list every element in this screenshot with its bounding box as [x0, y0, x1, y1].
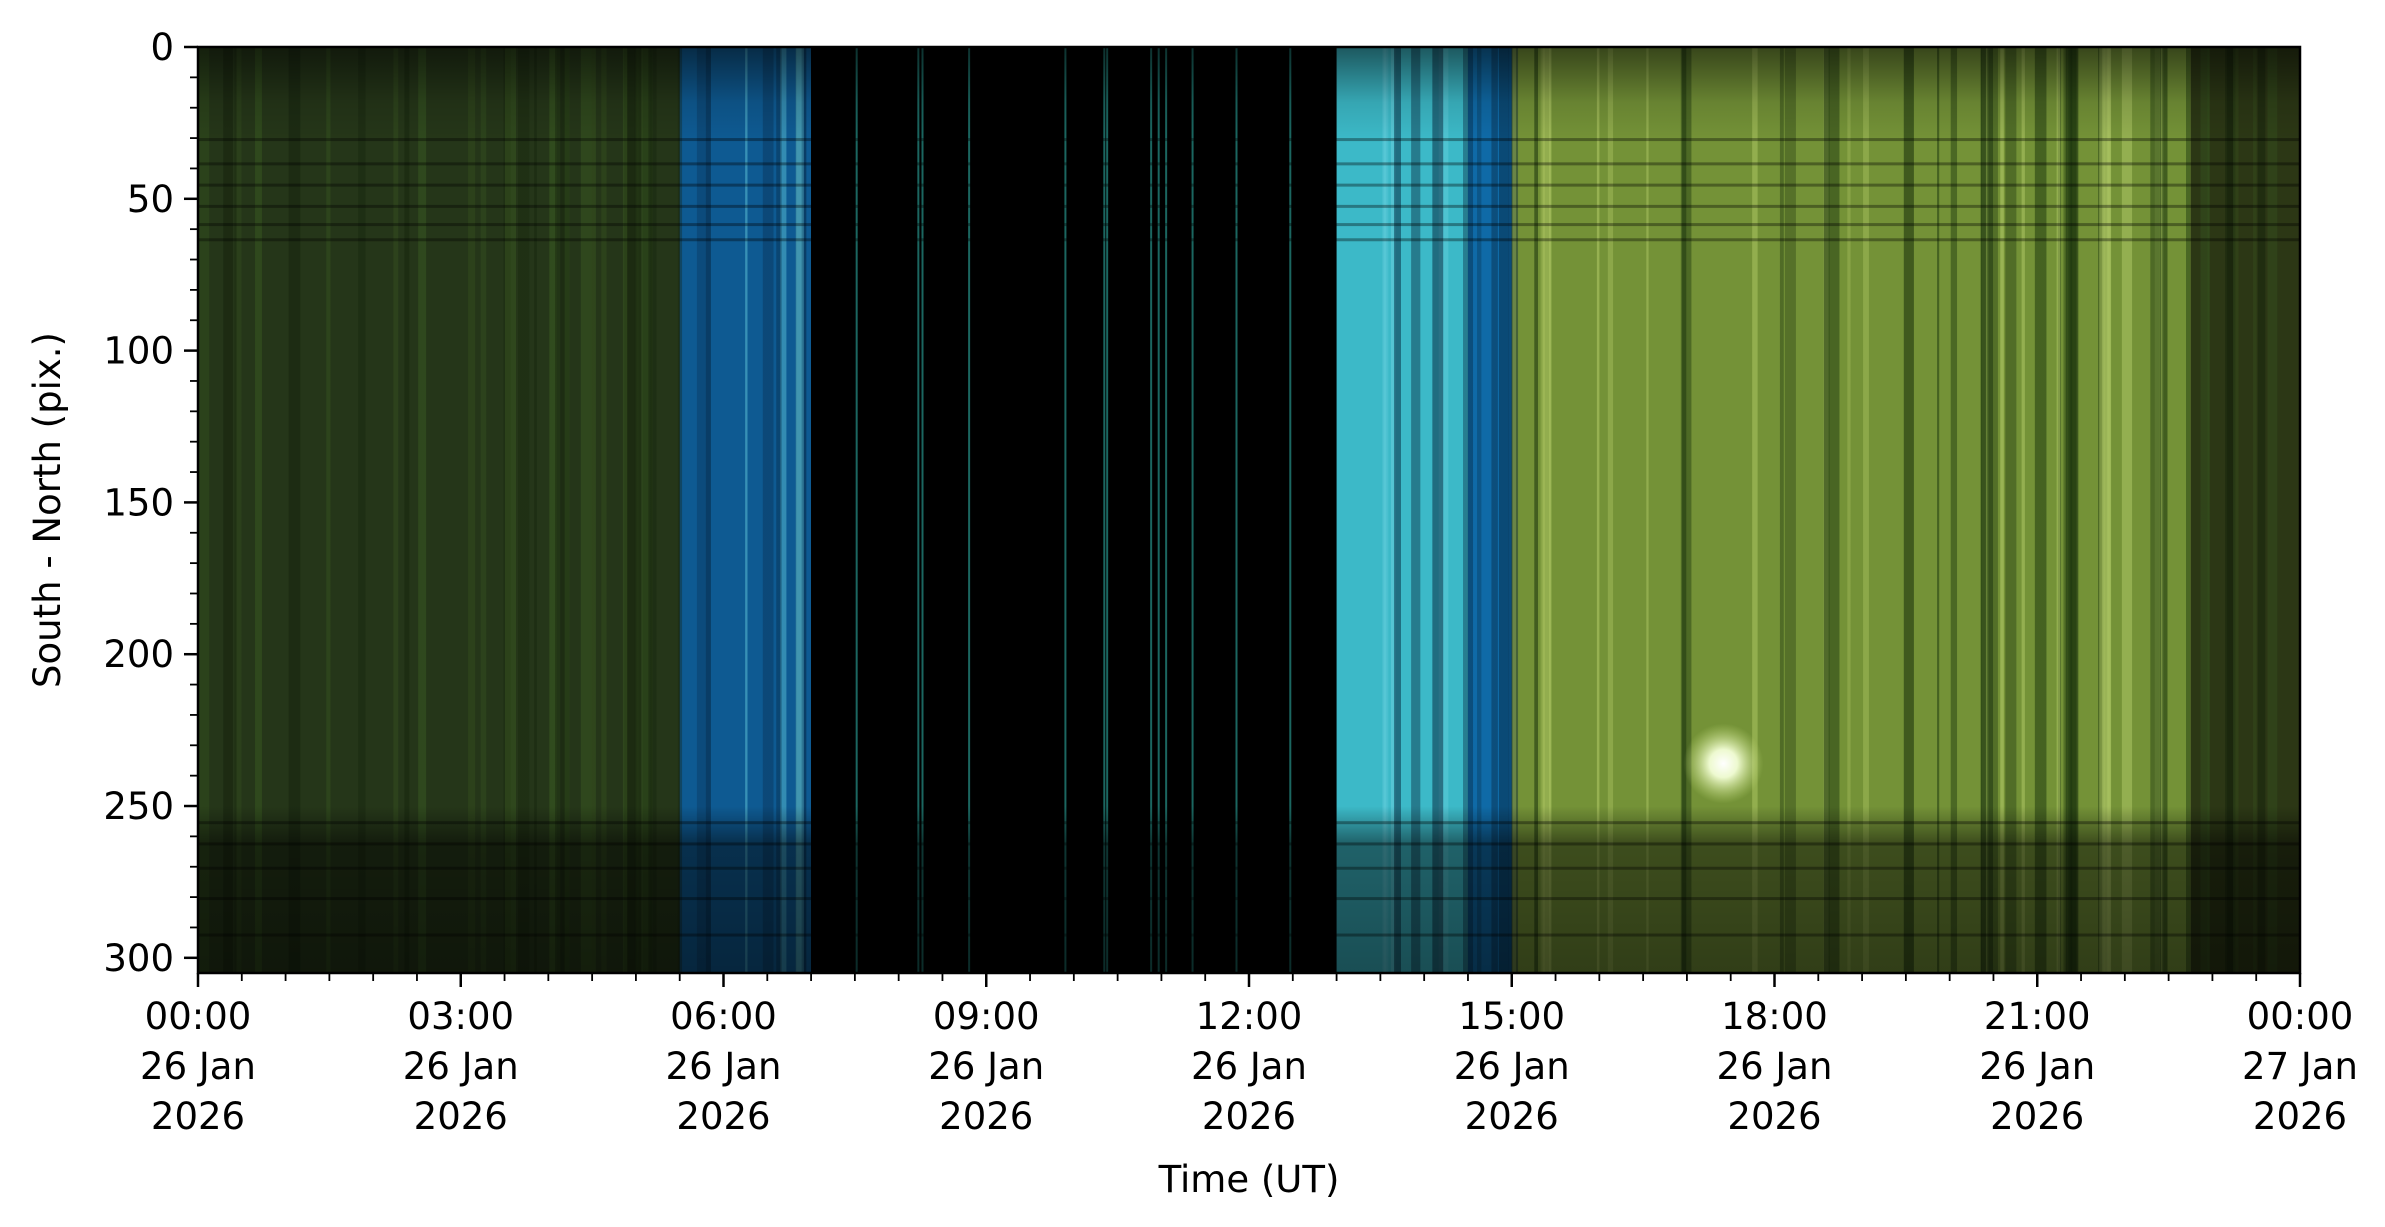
row-artifact [198, 897, 2300, 901]
x-tick-label: 26 Jan [140, 1045, 256, 1088]
x-tick-label: 21:00 [1984, 995, 2091, 1038]
x-tick-label: 2026 [1465, 1095, 1559, 1138]
x-tick-label: 26 Jan [403, 1045, 519, 1088]
x-tick-label: 09:00 [933, 995, 1040, 1038]
x-tick-label: 26 Jan [1717, 1045, 1833, 1088]
y-tick-label: 100 [103, 330, 174, 373]
row-artifact [198, 238, 2300, 242]
x-tick-label: 15:00 [1458, 995, 1565, 1038]
bright-spot [1683, 723, 1764, 804]
x-tick-label: 2026 [151, 1095, 245, 1138]
row-artifact [198, 183, 2300, 187]
x-tick-label: 26 Jan [1979, 1045, 2095, 1088]
x-tick-label: 26 Jan [1191, 1045, 1307, 1088]
x-tick-label: 00:00 [145, 995, 252, 1038]
y-tick-label: 150 [103, 481, 174, 524]
y-tick-label: 50 [127, 178, 174, 221]
x-tick-label: 26 Jan [1454, 1045, 1570, 1088]
row-artifact [198, 223, 2300, 227]
row-artifact [198, 138, 2300, 142]
row-artifact [198, 821, 2300, 825]
y-axis: 0 50 100 150 200 250 300 [103, 26, 198, 980]
x-tick-label: 00:00 [2247, 995, 2354, 1038]
x-tick-label: 2026 [1727, 1095, 1821, 1138]
row-artifact [198, 204, 2300, 208]
x-tick-label: 2026 [676, 1095, 770, 1138]
x-axis-label: Time (UT) [1158, 1158, 1340, 1201]
y-tick-label: 300 [103, 937, 174, 980]
y-tick-label: 200 [103, 633, 174, 676]
y-tick-label: 250 [103, 785, 174, 828]
x-axis: 00:00 26 Jan 2026 03:00 26 Jan 2026 06:00 26 Ja… [140, 973, 2358, 1138]
keogram-image [198, 47, 2300, 973]
x-tick-label: 12:00 [1196, 995, 1303, 1038]
x-tick-label: 2026 [1202, 1095, 1296, 1138]
row-artifact [198, 933, 2300, 937]
y-axis-label: South - North (pix.) [26, 332, 69, 688]
x-tick-label: 06:00 [670, 995, 777, 1038]
x-tick-label: 18:00 [1721, 995, 1828, 1038]
x-tick-label: 2026 [939, 1095, 1033, 1138]
row-artifact [198, 842, 2300, 846]
x-tick-label: 2026 [2253, 1095, 2347, 1138]
x-tick-label: 27 Jan [2242, 1045, 2358, 1088]
x-tick-label: 2026 [1990, 1095, 2084, 1138]
x-tick-label: 03:00 [407, 995, 514, 1038]
row-artifact [198, 162, 2300, 166]
x-tick-label: 26 Jan [928, 1045, 1044, 1088]
row-artifact [198, 866, 2300, 870]
x-tick-label: 26 Jan [666, 1045, 782, 1088]
x-tick-label: 2026 [414, 1095, 508, 1138]
y-tick-label: 0 [150, 26, 174, 69]
